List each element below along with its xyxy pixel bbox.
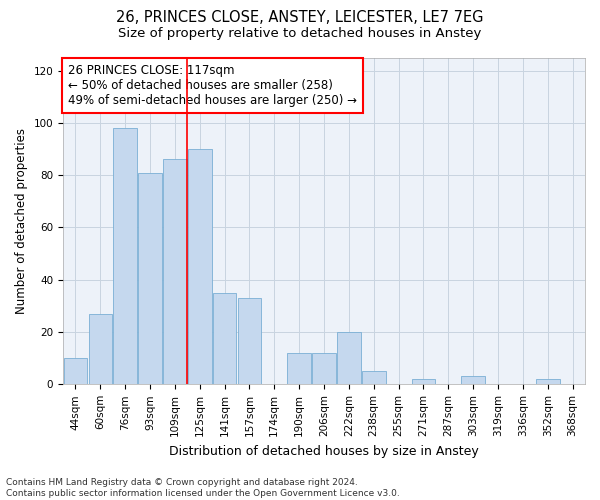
Bar (238, 298, 261, 384)
Bar (412, 379, 435, 384)
Bar (213, 293, 236, 384)
Text: Size of property relative to detached houses in Anstey: Size of property relative to detached ho… (118, 28, 482, 40)
Bar (362, 371, 386, 384)
Bar (337, 332, 361, 384)
Bar (89, 314, 112, 384)
Bar (312, 353, 336, 384)
Bar (113, 128, 137, 384)
Bar (138, 172, 162, 384)
Text: 26 PRINCES CLOSE: 117sqm
← 50% of detached houses are smaller (258)
49% of semi-: 26 PRINCES CLOSE: 117sqm ← 50% of detach… (68, 64, 357, 107)
Bar (461, 376, 485, 384)
Bar (188, 149, 212, 384)
Bar (64, 358, 87, 384)
Bar (163, 160, 187, 384)
Bar (536, 379, 560, 384)
Text: Contains HM Land Registry data © Crown copyright and database right 2024.
Contai: Contains HM Land Registry data © Crown c… (6, 478, 400, 498)
X-axis label: Distribution of detached houses by size in Anstey: Distribution of detached houses by size … (169, 444, 479, 458)
Text: 26, PRINCES CLOSE, ANSTEY, LEICESTER, LE7 7EG: 26, PRINCES CLOSE, ANSTEY, LEICESTER, LE… (116, 10, 484, 25)
Bar (287, 353, 311, 384)
Y-axis label: Number of detached properties: Number of detached properties (15, 128, 28, 314)
